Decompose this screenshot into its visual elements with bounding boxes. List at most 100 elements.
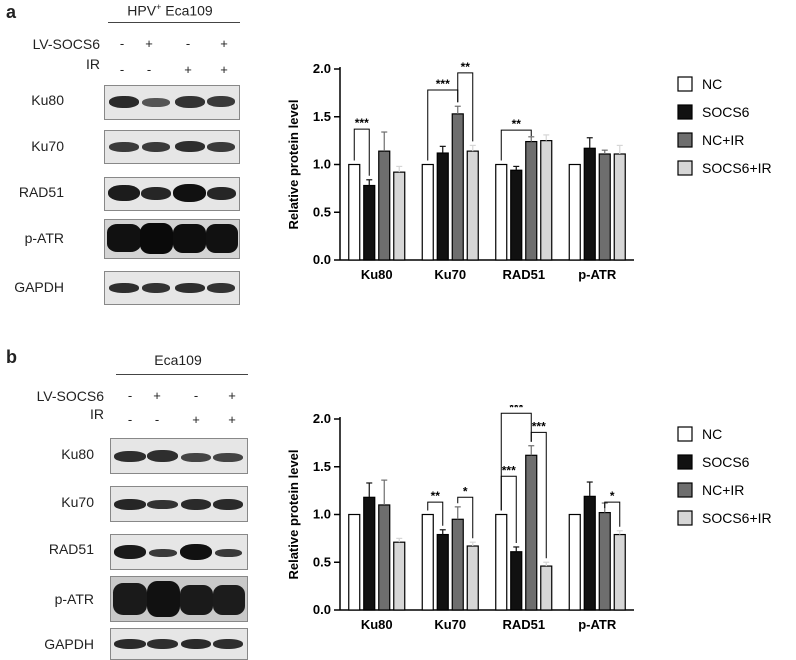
panel-b-blot-p-atr — [110, 576, 248, 622]
legend-swatch — [677, 104, 693, 120]
blot-band — [207, 187, 236, 200]
significance-bracket — [353, 128, 370, 176]
panel-b-cell-line: Eca109 — [154, 352, 202, 368]
blot-band — [181, 639, 211, 649]
bar — [393, 541, 406, 611]
significance-label: *** — [502, 463, 516, 477]
legend-swatch — [677, 160, 693, 176]
bar — [568, 513, 581, 611]
panel-a-blot-p-atr — [104, 219, 240, 259]
blot-band — [142, 98, 170, 107]
panel-a-cell-line: HPV+ Eca109 — [100, 2, 240, 19]
bar — [451, 518, 464, 611]
bar — [436, 533, 449, 611]
y-tick-label: 2.0 — [313, 411, 331, 426]
y-axis-label: Relative protein level — [286, 449, 301, 579]
bar — [525, 140, 538, 261]
panel-a-sign: - — [185, 36, 191, 51]
legend-label: NC — [702, 76, 722, 92]
panel-a-protein-label: GAPDH — [14, 279, 64, 295]
bar — [510, 551, 523, 611]
panel-b-protein-label: p-ATR — [54, 591, 94, 607]
panel-a-sign: + — [220, 62, 228, 77]
blot-band — [213, 639, 243, 649]
panel-a-bar-chart: 0.0 0.5 1.0 1.5 2.0 Relative protein level Ku8… — [286, 60, 772, 282]
significance-label: ** — [512, 117, 522, 131]
significance-bracket — [457, 496, 474, 539]
x-category-label: Ku70 — [434, 617, 466, 632]
panel-b-sign: + — [228, 412, 236, 427]
blot-band — [147, 500, 178, 509]
panel-a-title-underline — [108, 22, 240, 23]
bar — [451, 113, 464, 261]
blot-band — [175, 141, 205, 152]
panel-b-sign: - — [127, 388, 133, 403]
blot-band — [113, 583, 147, 615]
legend-swatch — [677, 454, 693, 470]
significance-label: *** — [532, 419, 546, 433]
panel-b-protein-label: Ku70 — [61, 494, 94, 510]
y-tick-label: 0.0 — [313, 602, 331, 617]
bar — [495, 163, 508, 261]
blot-band — [181, 453, 211, 462]
significance-label: * — [463, 484, 468, 498]
bar — [540, 140, 553, 261]
blot-band — [175, 283, 205, 293]
blot-band — [180, 585, 213, 615]
bar — [421, 513, 434, 611]
bar — [378, 504, 391, 611]
blot-band — [175, 96, 205, 108]
legend-swatch — [677, 482, 693, 498]
blot-band — [181, 499, 211, 510]
blot-band — [140, 223, 173, 254]
blot-band — [114, 639, 146, 649]
blot-band — [173, 224, 206, 253]
cell-line-suffix: Eca109 — [161, 2, 213, 19]
bar — [525, 454, 538, 611]
legend-label: NC+IR — [702, 132, 744, 148]
bar — [613, 153, 626, 261]
bar — [421, 163, 434, 261]
x-category-label: Ku70 — [434, 267, 466, 282]
x-category-label: p-ATR — [578, 267, 617, 282]
panel-a-protein-label: RAD51 — [18, 184, 64, 200]
panel-a-sign: - — [119, 62, 125, 77]
y-tick-label: 1.5 — [313, 459, 331, 474]
panel-b-blot-ku70 — [110, 486, 248, 522]
x-category-label: RAD51 — [502, 617, 545, 632]
panel-a-sign: - — [119, 36, 125, 51]
x-category-label: Ku80 — [361, 267, 393, 282]
panel-a-blot-rad51 — [104, 177, 240, 211]
blot-band — [213, 453, 243, 462]
legend-swatch — [677, 510, 693, 526]
panel-a-letter: a — [6, 2, 17, 22]
blot-band — [114, 451, 146, 462]
blot-band — [180, 544, 212, 560]
bar — [363, 184, 376, 261]
y-tick-label: 0.5 — [313, 554, 331, 569]
legend-label: NC+IR — [702, 482, 744, 498]
y-tick-label: 1.0 — [313, 157, 331, 172]
y-tick-label: 0.5 — [313, 204, 331, 219]
panel-b-bar-chart: 0.0 0.5 1.0 1.5 2.0 Relative protein level Ku8… — [286, 405, 772, 632]
blot-band — [149, 549, 177, 557]
panel-a-protein-label: Ku80 — [31, 92, 64, 108]
blot-band — [206, 224, 238, 253]
x-category-label: Ku80 — [361, 617, 393, 632]
blot-band — [114, 499, 146, 510]
significance-label: *** — [355, 116, 369, 130]
legend-label: SOCS6 — [702, 454, 750, 470]
panel-b-sign: - — [127, 412, 133, 427]
legend-swatch — [677, 132, 693, 148]
blot-band — [109, 283, 139, 293]
panel-a-protein-label: Ku70 — [31, 138, 64, 154]
panel-b-letter: b — [6, 347, 17, 367]
blot-band — [147, 639, 178, 649]
bar — [583, 495, 596, 611]
panel-a-ir-label: IR — [86, 56, 100, 72]
panel-b-sign: + — [153, 388, 161, 403]
panel-b-sign: - — [193, 388, 199, 403]
panel-b-ir-label: IR — [90, 406, 104, 422]
bar — [510, 169, 523, 261]
legend-label: NC — [702, 426, 722, 442]
